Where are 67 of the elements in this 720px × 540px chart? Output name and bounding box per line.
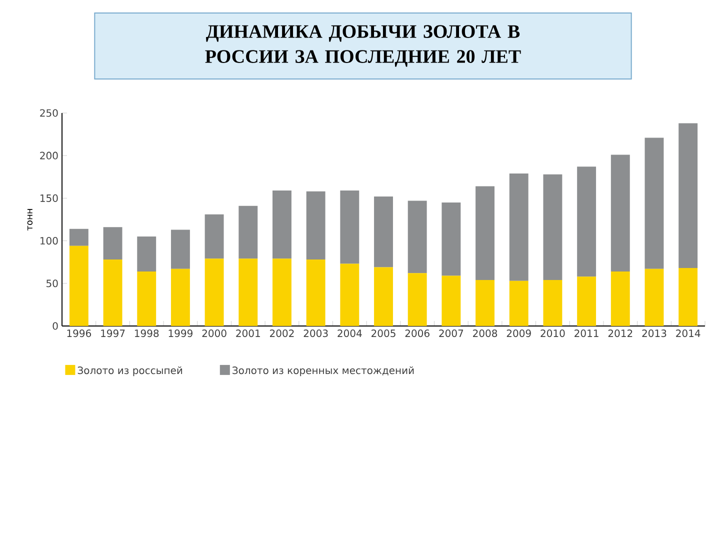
- bar: [103, 227, 122, 260]
- x-tick-label: 2010: [540, 330, 565, 338]
- bar: [678, 123, 698, 268]
- x-tick-label: 2008: [473, 330, 498, 338]
- bar: [374, 196, 393, 268]
- bar: [476, 186, 495, 280]
- bar: [272, 258, 292, 326]
- bar: [374, 267, 393, 326]
- bar: [137, 236, 156, 272]
- x-tick-label: 2003: [304, 330, 328, 338]
- legend-label: Золото из коренных местождений: [232, 366, 414, 376]
- bar: [306, 191, 326, 260]
- bar: [340, 264, 360, 326]
- bar: [442, 202, 461, 276]
- bar: [238, 258, 258, 326]
- bar: [69, 246, 88, 326]
- x-tick-label: 2001: [236, 330, 260, 338]
- bar: [442, 276, 461, 326]
- bar: [170, 268, 190, 326]
- bar: [408, 200, 427, 274]
- bar: [509, 280, 528, 326]
- bar: [610, 271, 630, 326]
- legend-label: Золото из россыпей: [78, 366, 182, 376]
- bar: [577, 276, 596, 326]
- bar: [103, 260, 122, 326]
- y-tick-label: 0: [52, 322, 58, 330]
- x-tick-label: 2004: [338, 330, 362, 338]
- bar: [204, 214, 224, 259]
- x-tick-label: 2005: [372, 330, 396, 338]
- bar: [678, 268, 698, 326]
- bar: [476, 280, 495, 326]
- bar: [137, 271, 156, 326]
- bar: [543, 280, 562, 326]
- x-tick-label: 2012: [608, 330, 632, 338]
- x-tick-label: 1996: [67, 330, 92, 338]
- y-tick-label: 150: [40, 194, 58, 202]
- bar: [509, 173, 528, 281]
- chart-title: ДИНАМИКА ДОБЫЧИ ЗОЛОТА В РОССИИ ЗА ПОСЛЕДНИЕ 20 ЛЕТ: [205, 25, 521, 67]
- x-tick-label: 2000: [202, 330, 226, 338]
- y-tick-label: 50: [46, 280, 58, 288]
- x-tick-label: 1998: [134, 330, 159, 338]
- x-tick-label: 2006: [405, 330, 430, 338]
- bar: [69, 228, 88, 246]
- bar: [340, 190, 360, 264]
- x-tick-label: 2009: [506, 330, 531, 338]
- x-tick-label: 1997: [101, 330, 125, 338]
- bar: [272, 190, 292, 259]
- bar: [306, 260, 326, 326]
- bar: [644, 138, 664, 269]
- y-axis-title: тонн: [27, 209, 33, 230]
- bar: [610, 154, 630, 272]
- y-tick-label: 200: [40, 152, 58, 160]
- bar: [577, 166, 596, 277]
- bar: [204, 258, 224, 326]
- x-tick-label: 2014: [676, 330, 700, 338]
- x-tick-label: 2007: [439, 330, 464, 338]
- bar: [238, 206, 258, 259]
- bar: [170, 230, 190, 269]
- x-tick-label: 1999: [168, 330, 192, 338]
- x-tick-label: 2013: [642, 330, 666, 338]
- bar: [408, 273, 427, 326]
- x-tick-label: 2011: [574, 330, 598, 338]
- x-tick-label: 2002: [270, 330, 294, 338]
- y-tick-label: 250: [40, 109, 58, 117]
- bar: [644, 268, 664, 326]
- y-tick-label: 100: [40, 236, 58, 245]
- bar: [543, 174, 562, 280]
